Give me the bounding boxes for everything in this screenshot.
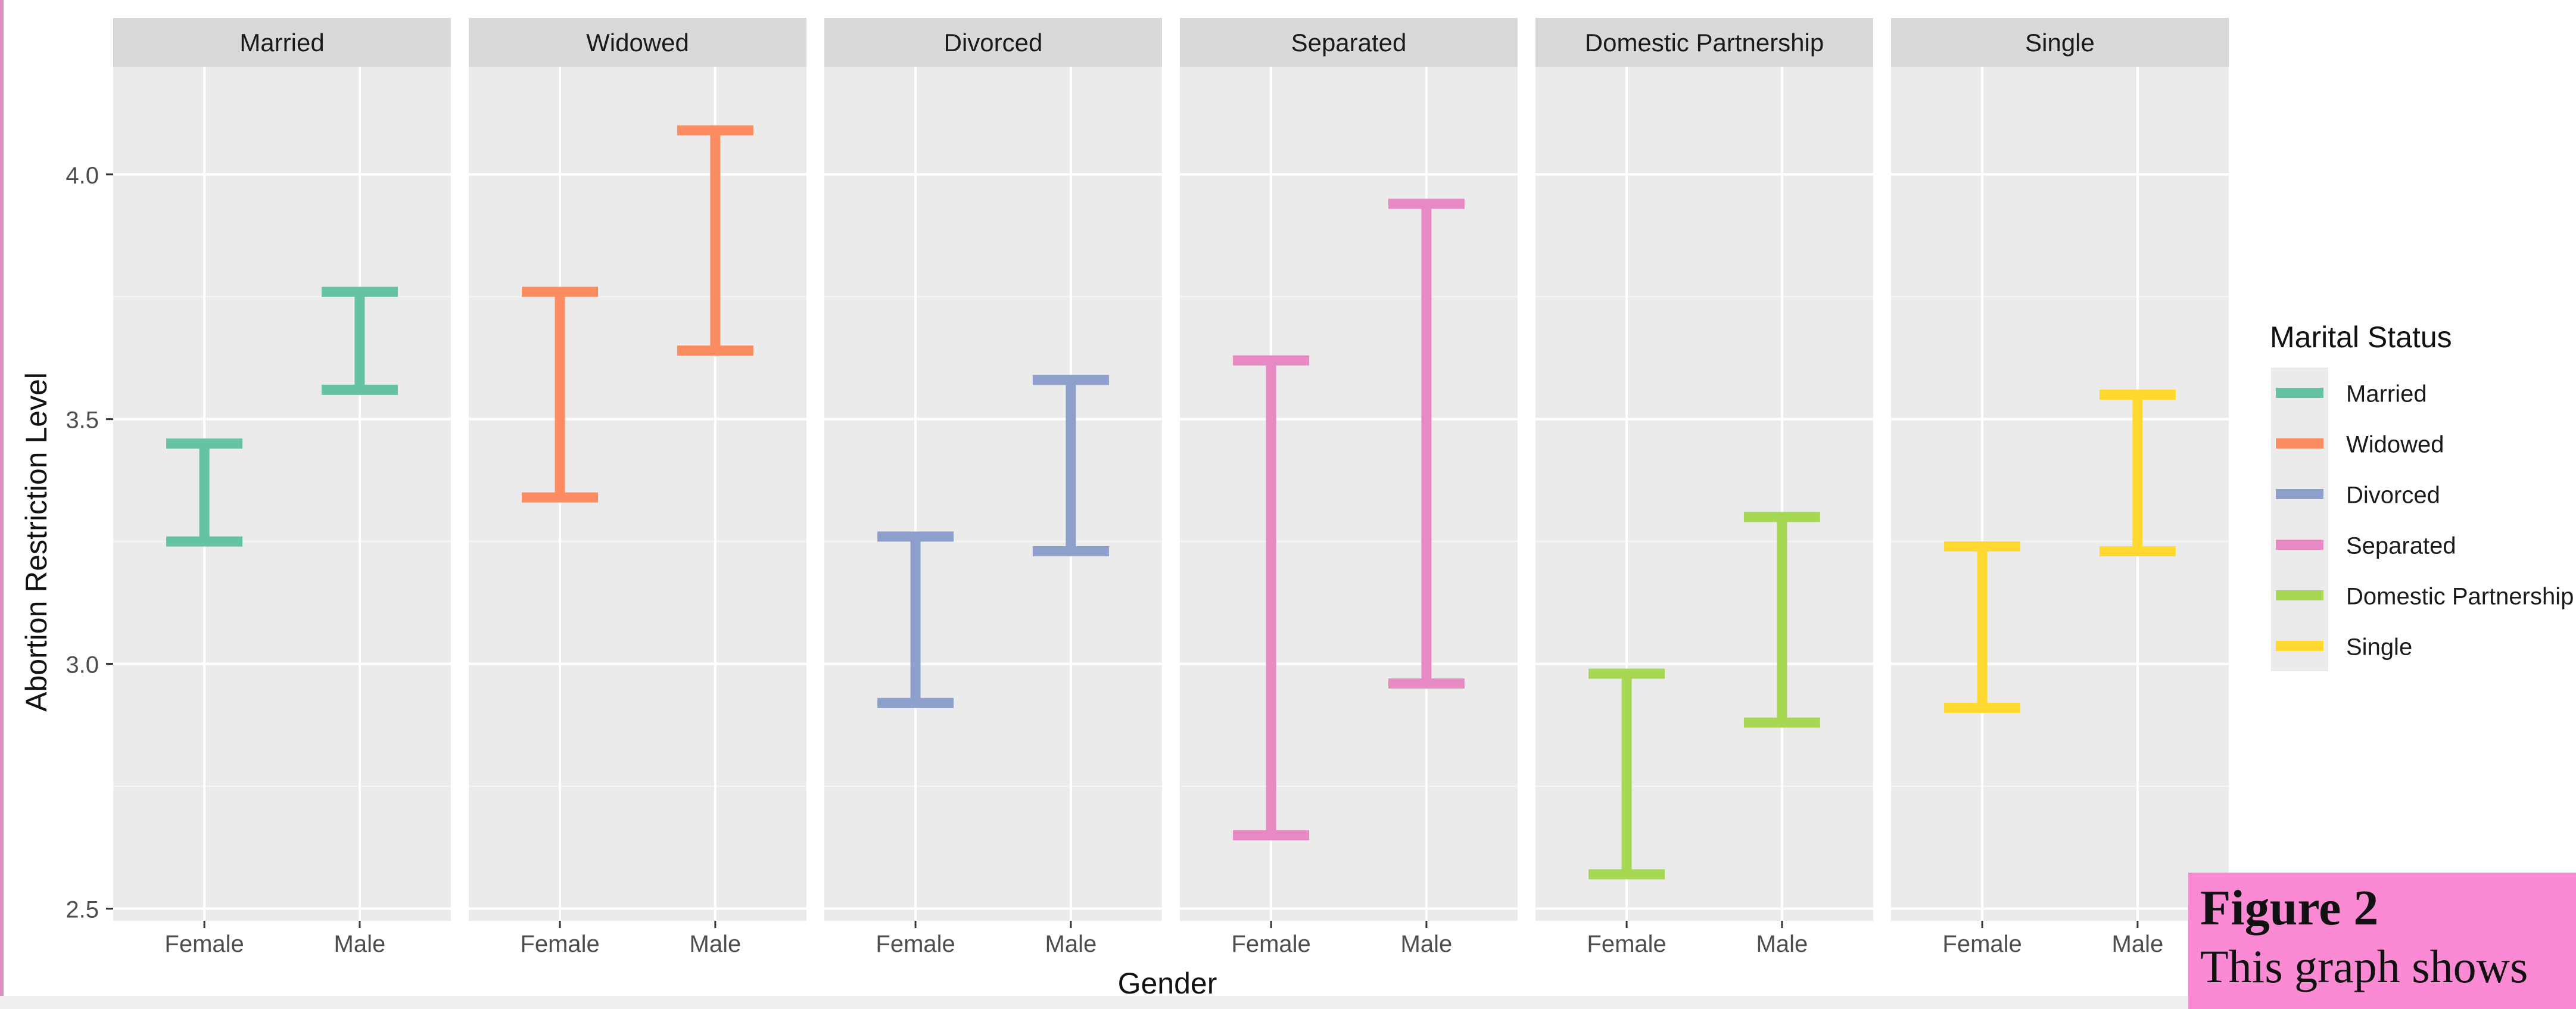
panel-background [469,67,806,921]
error-bar [1233,355,1310,840]
legend-title: Marital Status [2270,320,2452,354]
caption-title: Figure 2 [2200,880,2379,936]
legend-item: Widowed [2271,418,2444,469]
facet-strip [1180,18,1518,67]
y-axis-title: Abortion Restriction Level [20,372,53,712]
facet-panel: Separated Female Male [1180,18,1518,957]
x-tick-label: Female [164,931,244,957]
x-tick-label: Male [2112,931,2164,957]
y-axis: 2.5 3.0 3.5 4.0 [66,163,113,923]
x-tick-label: Female [1942,931,2021,957]
facet-panel: Domestic Partnership Female Male [1535,18,1873,957]
panel-background [1891,67,2229,921]
y-tick-label: 2.5 [66,896,99,923]
facet-panel: Divorced Female Male [824,18,1162,957]
legend-label: Widowed [2346,432,2444,458]
error-bar [522,286,599,503]
error-bar [1743,512,1820,728]
x-tick-label: Male [1045,931,1097,957]
legend-label: Separated [2346,533,2456,559]
facet-strip [1891,18,2229,67]
error-bar [877,531,954,708]
panel-background [1180,67,1518,921]
facet-strip [1535,18,1873,67]
error-bar [321,286,398,395]
facet-strip-label: Single [2025,29,2095,57]
facet-strip-label: Separated [1291,29,1407,57]
x-tick-label: Female [876,931,955,957]
facet-strip-label: Married [239,29,324,57]
facet-panel: Married Female Male [113,18,451,957]
error-bar [1388,198,1465,689]
error-bar [2099,390,2176,557]
facet-strip [824,18,1162,67]
x-tick-label: Female [1587,931,1666,957]
figure-caption: Figure 2 This graph shows [2188,873,2576,1009]
facet-panel: Single Female Male [1891,18,2229,957]
facet-panel: Widowed Female Male [469,18,806,957]
x-tick-label: Male [1401,931,1453,957]
legend-label: Married [2346,381,2427,407]
legend-label: Single [2346,634,2412,661]
error-bar [1588,668,1665,880]
left-edge-border [0,0,4,1009]
error-bar [166,438,243,547]
bottom-strip [0,996,2576,1009]
y-tick-label: 3.5 [66,407,99,434]
panel-background [113,67,451,921]
legend-entries: Married Widowed Divorced Separated Domestic … [2271,368,2574,671]
error-bar [1944,541,2021,714]
legend-item: Single [2271,621,2412,671]
legend-item: Domestic Partnership [2271,570,2574,621]
x-tick-label: Male [1756,931,1808,957]
legend-item: Separated [2271,519,2456,570]
legend-label: Domestic Partnership [2346,584,2574,610]
facet-strip-label: Divorced [944,29,1043,57]
x-axis-title: Gender [1118,967,1217,1000]
facet-strip [113,18,451,67]
facet-strip-label: Domestic Partnership [1585,29,1824,57]
y-tick-label: 4.0 [66,163,99,189]
panel-background [1535,67,1873,921]
panel-background [824,67,1162,921]
facet-strip [469,18,806,67]
x-tick-label: Male [334,931,386,957]
y-tick-label: 3.0 [66,652,99,678]
legend-item: Divorced [2271,469,2440,519]
x-tick-label: Female [520,931,599,957]
legend-item: Married [2271,368,2427,418]
x-tick-label: Female [1231,931,1310,957]
error-bar [677,125,753,356]
facet-strip-label: Widowed [586,29,689,57]
legend-label: Divorced [2346,482,2440,509]
x-tick-label: Male [690,931,742,957]
error-bar [1032,375,1109,557]
legend: Marital Status Married Widowed Divorced Sep… [2270,320,2574,671]
caption-text: This graph shows [2200,941,2528,992]
